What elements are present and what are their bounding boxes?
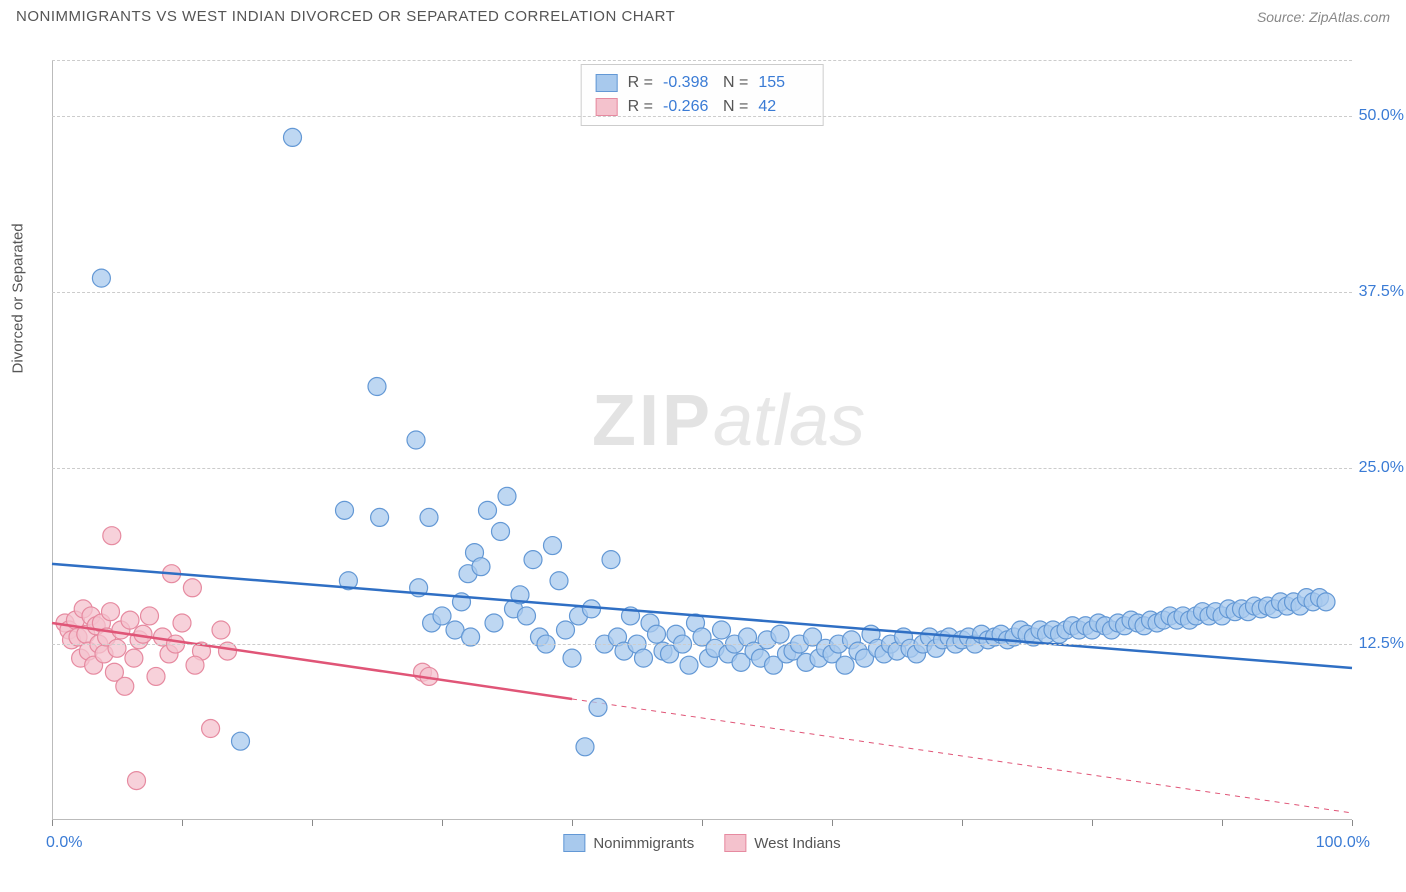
data-point [212,621,230,639]
legend-item-westindians: West Indians [724,834,840,852]
x-min-label: 0.0% [46,834,82,852]
data-point [336,501,354,519]
data-point [680,656,698,674]
data-point [836,656,854,674]
x-tick [1092,820,1093,826]
data-point [125,649,143,667]
data-point [635,649,653,667]
data-point [479,501,497,519]
x-tick [52,820,53,826]
data-point [420,508,438,526]
data-point [371,508,389,526]
data-point [108,639,126,657]
data-point [92,269,110,287]
data-point [518,607,536,625]
y-tick-label: 50.0% [1359,107,1404,125]
data-point [147,667,165,685]
bottom-legend: Nonimmigrants West Indians [563,834,840,852]
chart-area: Divorced or Separated ZIPatlas R = -0.39… [52,60,1352,820]
data-point [713,621,731,639]
x-tick [442,820,443,826]
y-tick-label: 37.5% [1359,283,1404,301]
data-point [173,614,191,632]
x-tick [962,820,963,826]
data-point [284,128,302,146]
data-point [524,551,542,569]
regression-line-extrapolated [572,699,1352,813]
data-point [433,607,451,625]
data-point [183,579,201,597]
source-attribution: Source: ZipAtlas.com [1257,9,1390,25]
x-max-label: 100.0% [1316,834,1370,852]
data-point [485,614,503,632]
x-tick [702,820,703,826]
data-point [550,572,568,590]
data-point [576,738,594,756]
data-point [186,656,204,674]
data-point [771,625,789,643]
data-point [583,600,601,618]
data-point [602,551,620,569]
data-point [102,603,120,621]
stats-row-nonimmigrants: R = -0.398 N = 155 [596,71,809,95]
x-tick [832,820,833,826]
y-tick-label: 12.5% [1359,635,1404,653]
data-point [498,487,516,505]
chart-title: NONIMMIGRANTS VS WEST INDIAN DIVORCED OR… [16,8,675,25]
gridline [52,116,1352,117]
data-point [103,527,121,545]
data-point [202,720,220,738]
plot-svg [52,60,1352,820]
data-point [544,537,562,555]
data-point [563,649,581,667]
y-axis-label: Divorced or Separated [10,223,27,373]
gridline [52,644,1352,645]
y-tick-label: 25.0% [1359,459,1404,477]
x-tick [1222,820,1223,826]
data-point [557,621,575,639]
n-value-nonimmigrants: 155 [758,71,808,95]
x-tick [572,820,573,826]
gridline [52,60,1352,61]
data-point [472,558,490,576]
swatch-westindians [596,98,618,116]
data-point [128,772,146,790]
x-tick [312,820,313,826]
data-point [648,625,666,643]
data-point [232,732,250,750]
data-point [121,611,139,629]
data-point [1317,593,1335,611]
r-value-nonimmigrants: -0.398 [663,71,713,95]
data-point [407,431,425,449]
legend-item-nonimmigrants: Nonimmigrants [563,834,694,852]
data-point [368,378,386,396]
gridline [52,292,1352,293]
x-tick [182,820,183,826]
data-point [492,522,510,540]
data-point [116,677,134,695]
data-point [589,698,607,716]
x-tick [1352,820,1353,826]
data-point [141,607,159,625]
gridline [52,468,1352,469]
swatch-nonimmigrants [596,74,618,92]
